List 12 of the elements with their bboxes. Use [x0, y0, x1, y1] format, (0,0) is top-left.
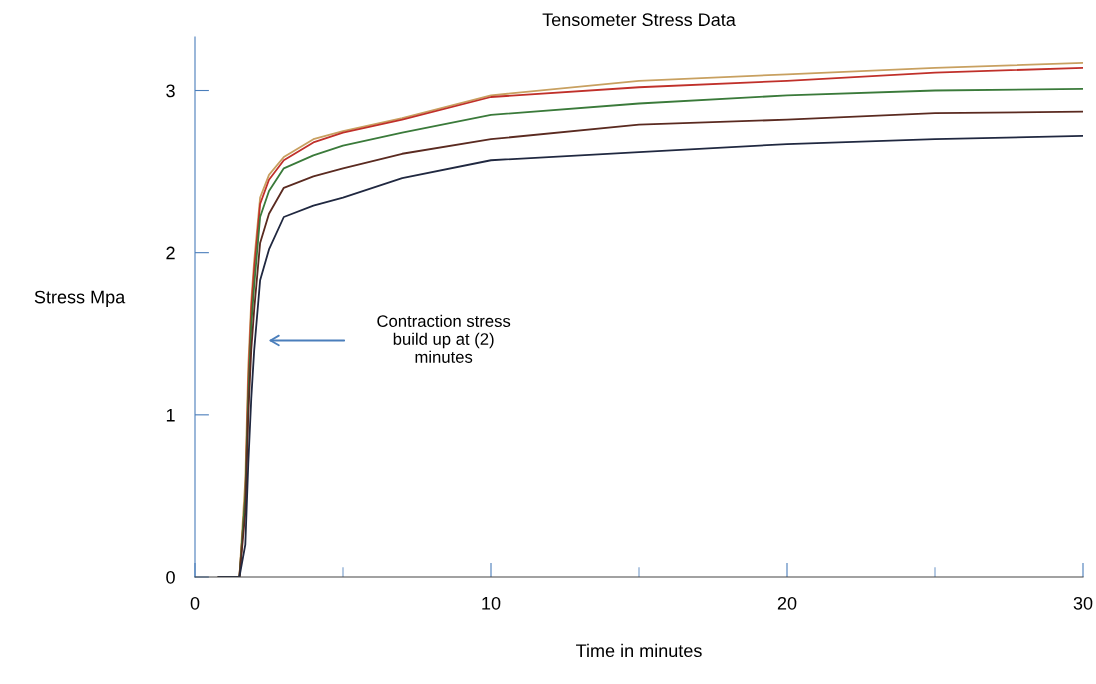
x-tick-label: 0 — [190, 596, 200, 610]
x-tick-label: 20 — [777, 596, 797, 610]
y-axis-title: Stress Mpa — [34, 290, 126, 307]
chart-title: Tensometer Stress Data — [542, 13, 736, 27]
annotation: Contraction stress build up at (2) minutes — [377, 314, 511, 363]
x-tick-label: 30 — [1073, 596, 1093, 610]
y-tick-label: 0 — [166, 570, 175, 584]
y-tick-label: 3 — [166, 84, 175, 98]
x-tick-label: 10 — [482, 596, 501, 610]
y-tick-label: 2 — [166, 246, 175, 260]
y-tick-label: 1 — [166, 408, 175, 422]
x-axis-title: Time in minutes — [576, 643, 702, 658]
